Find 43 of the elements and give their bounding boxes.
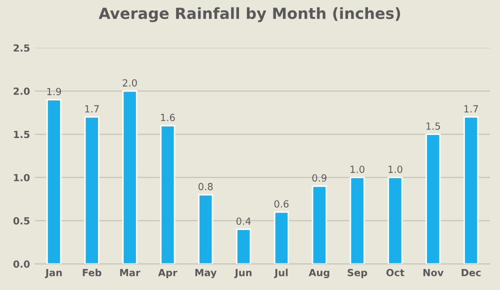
bar <box>464 116 479 264</box>
bar <box>160 124 176 264</box>
bar <box>312 185 327 264</box>
x-tick-label: May <box>195 268 217 278</box>
y-tick-label: 0.5 <box>13 217 30 225</box>
x-tick-label: Mar <box>120 269 140 276</box>
data-label: 1.5 <box>426 122 440 130</box>
data-label: 1.7 <box>464 105 478 112</box>
y-tick-label: 2.5 <box>14 44 30 52</box>
x-tick-label: Jan <box>44 269 62 278</box>
x-tick-label: Jun <box>234 269 252 278</box>
bar <box>122 90 138 264</box>
x-tick-label: Apr <box>158 269 178 278</box>
data-label: 0.6 <box>274 200 289 208</box>
x-tick-label: Jul <box>274 268 288 278</box>
x-tick-label: Oct <box>386 268 404 276</box>
x-tick-label: Nov <box>423 269 444 276</box>
y-tick-label: 0.0 <box>13 260 30 268</box>
data-label: 1.7 <box>85 105 99 112</box>
y-tick-label: 1.0 <box>14 174 30 182</box>
data-label: 1.6 <box>161 114 175 122</box>
data-label: 0.8 <box>198 182 213 190</box>
y-tick-label: 1.5 <box>14 130 30 138</box>
data-label: 0.9 <box>312 174 326 182</box>
y-tick-label: 2.0 <box>14 88 30 95</box>
bar <box>274 211 289 264</box>
data-label: 1.9 <box>47 88 62 96</box>
bar <box>84 116 100 264</box>
x-tick-label: Dec <box>462 269 481 276</box>
bar <box>46 99 62 264</box>
bar <box>236 228 252 264</box>
x-tick-label: Feb <box>82 268 102 276</box>
bar <box>198 194 214 264</box>
bar <box>426 134 441 264</box>
x-tick-label: Sep <box>348 268 368 278</box>
data-label: 1.0 <box>350 166 364 174</box>
data-label: 1.0 <box>388 166 402 174</box>
x-tick-label: Aug <box>308 268 330 278</box>
data-label: 2.0 <box>122 79 137 87</box>
chart-title: Average Rainfall by Month (inches) <box>98 7 400 22</box>
bar <box>388 176 403 264</box>
bar <box>350 176 365 264</box>
data-label: 0.4 <box>236 218 251 225</box>
